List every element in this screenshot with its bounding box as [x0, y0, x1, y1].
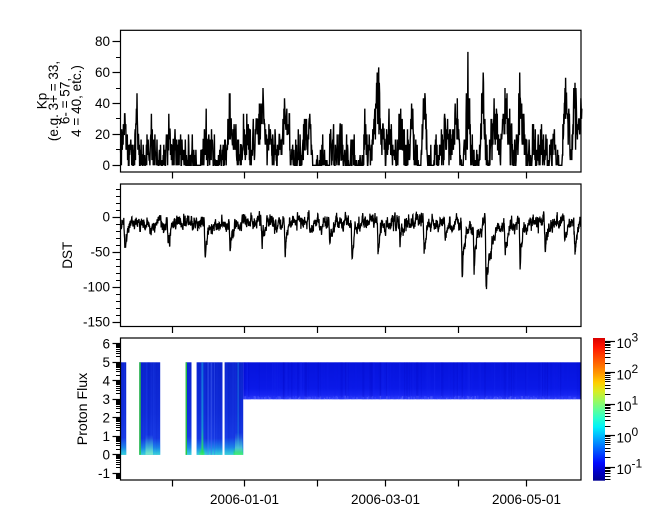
svg-text:DST: DST — [60, 242, 75, 269]
svg-text:-50: -50 — [90, 245, 110, 260]
svg-text:40: 40 — [95, 96, 110, 111]
svg-text:80: 80 — [95, 34, 110, 49]
svg-text:4 = 40, etc.): 4 = 40, etc.) — [69, 65, 84, 137]
svg-text:60: 60 — [95, 65, 110, 80]
svg-text:Proton Flux: Proton Flux — [75, 373, 91, 446]
svg-text:-100: -100 — [83, 280, 110, 295]
svg-text:-150: -150 — [83, 315, 110, 330]
svg-text:1: 1 — [102, 429, 110, 444]
svg-text:2006-03-01: 2006-03-01 — [351, 492, 420, 507]
svg-text:0: 0 — [102, 158, 110, 173]
svg-text:2006-01-01: 2006-01-01 — [210, 492, 279, 507]
svg-text:4: 4 — [102, 373, 110, 388]
svg-text:5: 5 — [102, 355, 110, 370]
svg-text:(e.g. 3+ = 33,: (e.g. 3+ = 33, — [46, 61, 61, 141]
svg-text:0: 0 — [102, 210, 110, 225]
svg-text:2: 2 — [102, 410, 110, 425]
svg-text:6- = 57,: 6- = 57, — [58, 78, 73, 124]
svg-text:-1: -1 — [98, 466, 110, 481]
svg-text:6: 6 — [102, 336, 110, 351]
svg-text:20: 20 — [95, 127, 110, 142]
svg-text:2006-05-01: 2006-05-01 — [492, 492, 561, 507]
svg-text:Kp: Kp — [35, 93, 50, 110]
svg-text:3: 3 — [102, 392, 110, 407]
svg-text:0: 0 — [102, 447, 110, 462]
